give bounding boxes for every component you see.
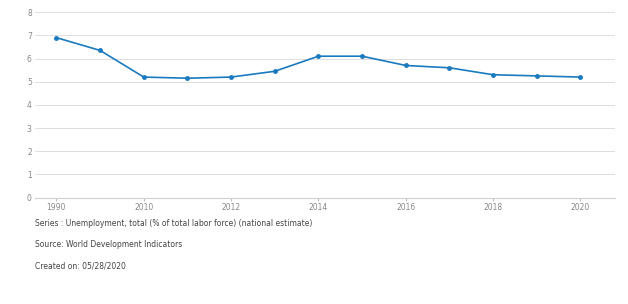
Text: Created on: 05/28/2020: Created on: 05/28/2020 (35, 261, 126, 271)
Text: Series : Unemployment, total (% of total labor force) (national estimate): Series : Unemployment, total (% of total… (35, 219, 312, 228)
Text: Source: World Development Indicators: Source: World Development Indicators (35, 240, 181, 249)
